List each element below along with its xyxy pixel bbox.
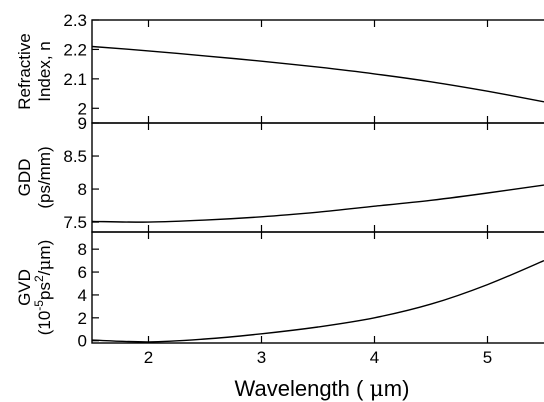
y-tick-label: 9 [78,114,87,133]
y-tick-label: 8.5 [63,147,87,166]
x-tick-label: 4 [370,348,379,367]
series-line [91,259,544,343]
y-tick-label: 2.3 [63,11,87,30]
panel-frame [91,231,544,344]
y-axis-label: GDD(ps/mm) [15,146,54,208]
y-axis-label: RefractiveIndex, n [15,33,54,110]
y-tick-label: 8 [78,240,87,259]
series-line [91,45,544,103]
y-tick-label: 6 [78,263,87,282]
y-tick-label: 0 [78,332,87,351]
y-tick-label: 2 [78,99,87,118]
y-tick-label: 8 [78,180,87,199]
panel-gdd: 7.5 8 8.5 9 GDD(ps/mm) [15,114,544,233]
panels: 2 2.1 2.2 2.3 RefractiveIndex, n 7.5 8 8.5 9 GDD(… [15,11,544,367]
panel-gvd: 0 2 4 6 8 GVD(10-5ps2/μm) [15,231,544,351]
series-line [91,184,544,223]
x-tick-label: 3 [257,348,266,367]
x-axis-label: Wavelength ( μm) [235,376,410,402]
x-tick-label: 5 [483,348,492,367]
y-tick-label: 2 [78,309,87,328]
x-tick-label: 2 [144,348,153,367]
y-axis-label: GVD(10-5ps2/μm) [15,240,55,336]
y-tick-label: 2.1 [63,70,87,89]
y-tick-label: 2.2 [63,40,87,59]
panel-refractive-index: 2 2.1 2.2 2.3 RefractiveIndex, n [15,11,544,124]
y-tick-label: 4 [78,286,87,305]
panel-frame [91,19,544,124]
y-tick-label: 7.5 [63,213,87,232]
panel-frame [91,122,544,233]
